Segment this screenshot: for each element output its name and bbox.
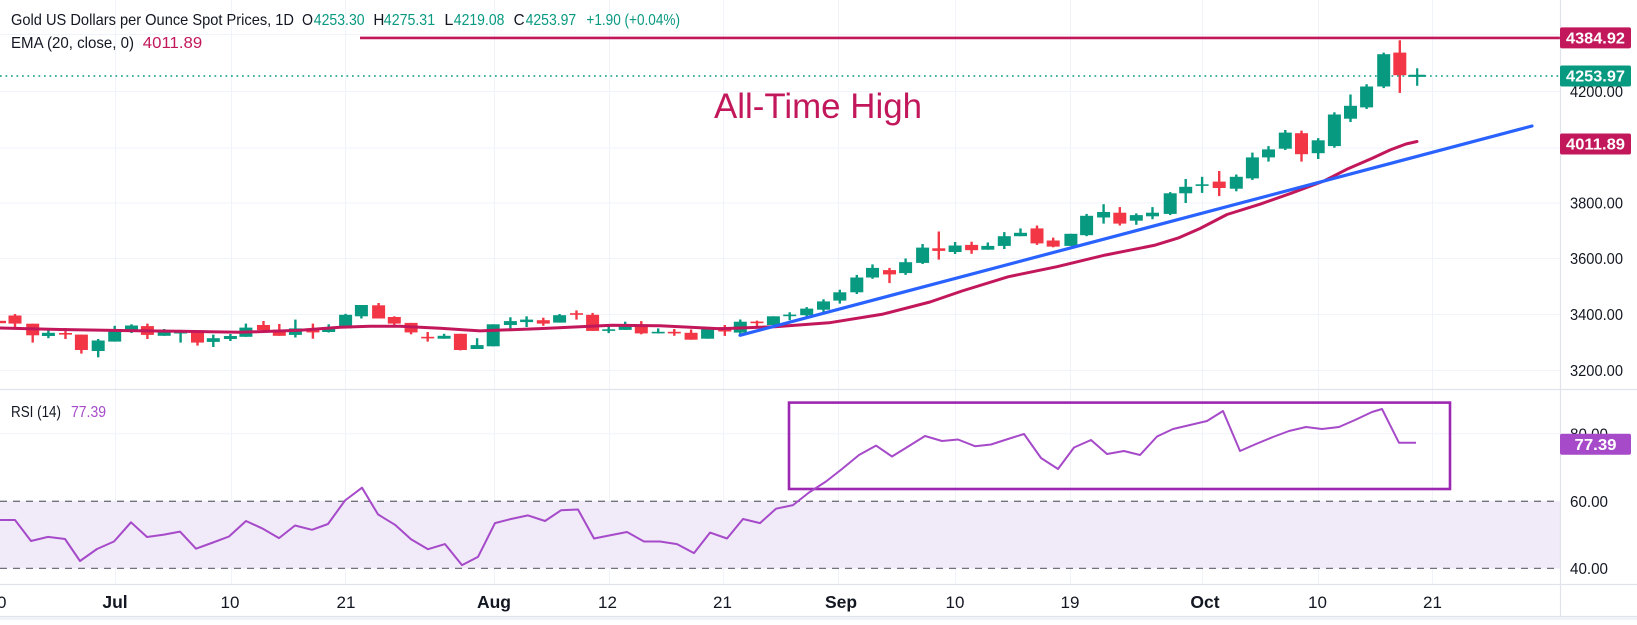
svg-text:4253.30: 4253.30 — [314, 12, 365, 29]
svg-text:21: 21 — [1423, 593, 1442, 612]
svg-text:Jul: Jul — [102, 592, 127, 612]
svg-text:4384.92: 4384.92 — [1566, 30, 1625, 47]
svg-text:10: 10 — [1308, 593, 1327, 612]
svg-text:10: 10 — [221, 593, 240, 612]
svg-text:19: 19 — [1061, 593, 1080, 612]
svg-text:40.00: 40.00 — [1570, 561, 1608, 578]
svg-text:All-Time High: All-Time High — [714, 87, 922, 126]
svg-text:Aug: Aug — [477, 592, 511, 612]
svg-text:3800.00: 3800.00 — [1570, 196, 1623, 213]
svg-text:60.00: 60.00 — [1570, 494, 1608, 511]
svg-text:EMA (20, close, 0): EMA (20, close, 0) — [11, 35, 134, 52]
svg-text:RSI (14): RSI (14) — [11, 404, 61, 421]
svg-text:3600.00: 3600.00 — [1570, 251, 1623, 268]
svg-text:4275.31: 4275.31 — [384, 12, 435, 29]
svg-text:4011.89: 4011.89 — [143, 35, 202, 52]
svg-text:4011.89: 4011.89 — [1566, 137, 1625, 154]
svg-text:3400.00: 3400.00 — [1570, 307, 1623, 324]
svg-text:4253.97: 4253.97 — [1566, 69, 1625, 86]
svg-text:Gold US Dollars per Ounce Spot: Gold US Dollars per Ounce Spot Prices, 1… — [11, 12, 294, 29]
svg-text:4200.00: 4200.00 — [1570, 84, 1623, 101]
svg-text:O: O — [302, 12, 313, 29]
svg-text:21: 21 — [337, 593, 356, 612]
svg-text:L: L — [444, 12, 453, 29]
svg-text:Sep: Sep — [825, 592, 857, 612]
svg-text:21: 21 — [713, 593, 732, 612]
svg-text:77.39: 77.39 — [71, 404, 106, 421]
svg-text:4219.08: 4219.08 — [454, 12, 505, 29]
svg-text:H: H — [373, 12, 384, 29]
svg-text:30: 30 — [0, 593, 6, 612]
svg-text:12: 12 — [598, 593, 617, 612]
svg-text:+1.90 (+0.04%): +1.90 (+0.04%) — [586, 12, 680, 29]
svg-text:3200.00: 3200.00 — [1570, 363, 1623, 380]
svg-text:77.39: 77.39 — [1575, 437, 1617, 454]
svg-text:4253.97: 4253.97 — [526, 12, 577, 29]
svg-text:C: C — [514, 12, 525, 29]
svg-text:Oct: Oct — [1190, 592, 1219, 612]
svg-text:10: 10 — [946, 593, 965, 612]
